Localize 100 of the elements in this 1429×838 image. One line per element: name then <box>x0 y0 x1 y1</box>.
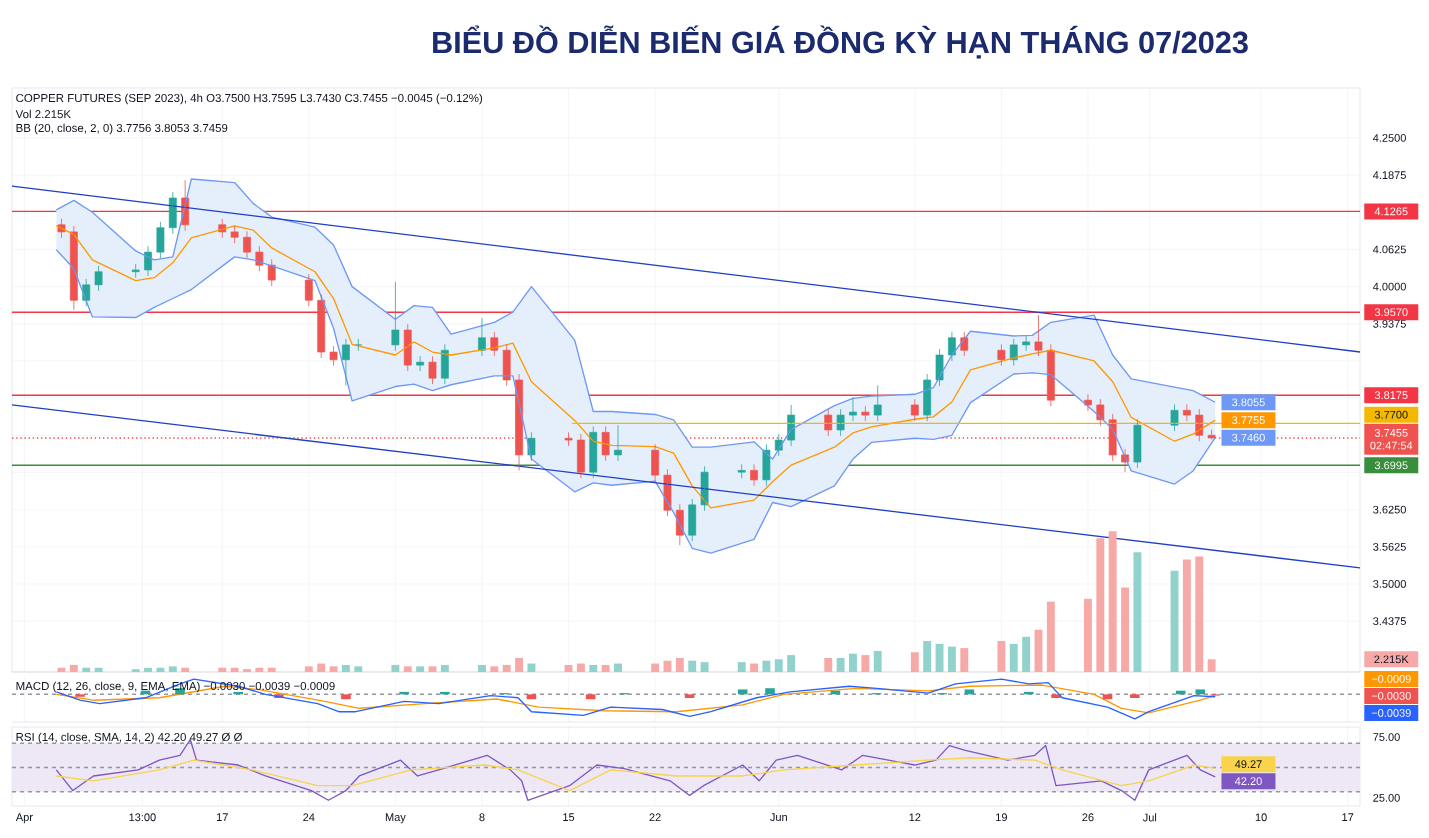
candlestick <box>564 431 573 447</box>
x-tick-label: 24 <box>303 813 315 822</box>
text: 2.215K <box>1374 655 1409 664</box>
bar <box>490 666 499 672</box>
x-tick-label: 17 <box>216 813 228 821</box>
bar <box>1102 694 1113 700</box>
bar <box>478 664 486 672</box>
candlestick <box>1133 418 1142 469</box>
bar <box>1121 587 1130 672</box>
bar <box>787 655 796 672</box>
bar <box>341 664 350 672</box>
bar <box>515 657 524 672</box>
candlestick <box>601 425 610 462</box>
bar <box>737 662 746 672</box>
bar <box>1108 531 1117 672</box>
text: −0.0039 <box>1371 709 1411 717</box>
bar <box>873 650 882 672</box>
y-tick-label: 3.5000 <box>1373 580 1406 588</box>
candlestick <box>329 345 338 367</box>
data-label: 49.27 <box>1234 760 1262 769</box>
bar <box>684 694 695 698</box>
bar <box>304 666 313 672</box>
x-tick-label: Jul <box>1142 813 1157 822</box>
x-tick-label: 10 <box>1255 813 1267 822</box>
candlestick <box>688 498 697 542</box>
bar <box>997 641 1006 672</box>
candlestick <box>416 355 425 372</box>
bar <box>317 663 326 672</box>
y-tick-label: 4.1875 <box>1372 171 1406 179</box>
candlestick <box>910 398 919 422</box>
x-tick-label: 8 <box>479 813 485 822</box>
bar <box>861 655 870 672</box>
bar <box>589 664 598 672</box>
candlestick <box>762 443 771 487</box>
bar <box>243 669 251 672</box>
y-tick-label: 4.2500 <box>1372 134 1406 142</box>
bar <box>947 646 956 672</box>
bar <box>1195 556 1204 672</box>
line-series <box>55 249 1216 554</box>
bar <box>354 666 363 672</box>
bar <box>94 667 103 672</box>
bar <box>1022 636 1031 672</box>
candlestick <box>304 273 313 307</box>
bar <box>964 689 975 695</box>
bar <box>923 641 932 672</box>
ref-line-label: 4.1265 <box>1374 207 1408 216</box>
annotation: BB (20, close, 2, 0) 3.7756 3.8053 3.7459 <box>16 123 228 135</box>
candlestick <box>428 355 437 385</box>
bar <box>403 666 412 672</box>
candlestick <box>156 221 165 259</box>
bar <box>267 667 276 672</box>
candlestick <box>1207 429 1216 440</box>
candlestick <box>663 468 672 517</box>
y-tick-label: 3.5625 <box>1373 542 1406 551</box>
ref-line-label: 3.7455 02:47:54 <box>1370 428 1413 450</box>
candlestick <box>737 464 746 479</box>
bar <box>527 663 536 672</box>
candlestick <box>849 396 857 422</box>
bar <box>255 667 264 672</box>
bar <box>700 662 709 672</box>
bar <box>428 666 437 672</box>
bar <box>774 659 783 672</box>
bar <box>502 664 511 672</box>
bar <box>181 667 190 672</box>
bar <box>1083 598 1092 672</box>
bar <box>688 660 697 672</box>
bar <box>391 664 400 672</box>
data-label: 3.7755 <box>1232 416 1265 425</box>
x-tick-label: Apr <box>15 813 33 824</box>
bar <box>576 663 585 672</box>
y-tick-label: 3.9375 <box>1373 319 1406 328</box>
data-label: 42.20 <box>1234 777 1262 786</box>
candlestick <box>1022 335 1031 352</box>
y-tick-label: 3.4375 <box>1373 617 1406 626</box>
bar <box>1182 559 1191 672</box>
bar <box>1130 694 1140 698</box>
candlestick <box>997 343 1006 367</box>
candlestick <box>230 225 239 244</box>
bar <box>910 652 919 672</box>
bar <box>526 694 537 700</box>
candlestick <box>391 281 400 352</box>
annotation: Vol 2.215K <box>15 109 71 119</box>
candlestick <box>824 408 833 437</box>
bar <box>765 688 775 695</box>
bar <box>416 666 425 672</box>
bar <box>144 667 152 672</box>
ref-line-label: 3.8175 <box>1374 391 1408 400</box>
bar <box>1195 689 1206 695</box>
annotation: RSI (14, close, SMA, 14, 2) 42.20 49.27 Ø Ø <box>16 732 243 744</box>
x-tick-label: May <box>385 813 406 824</box>
candlestick <box>490 331 499 357</box>
candlestick <box>131 263 140 279</box>
candlestick <box>861 405 870 422</box>
data-label: 3.7700 <box>1374 410 1408 419</box>
x-tick-label: 26 <box>1082 813 1094 822</box>
bar <box>75 694 85 697</box>
ref-line-label: 3.6995 <box>1374 461 1408 470</box>
candlestick <box>836 408 845 437</box>
x-tick-label: 19 <box>996 813 1007 822</box>
bar <box>82 667 91 672</box>
